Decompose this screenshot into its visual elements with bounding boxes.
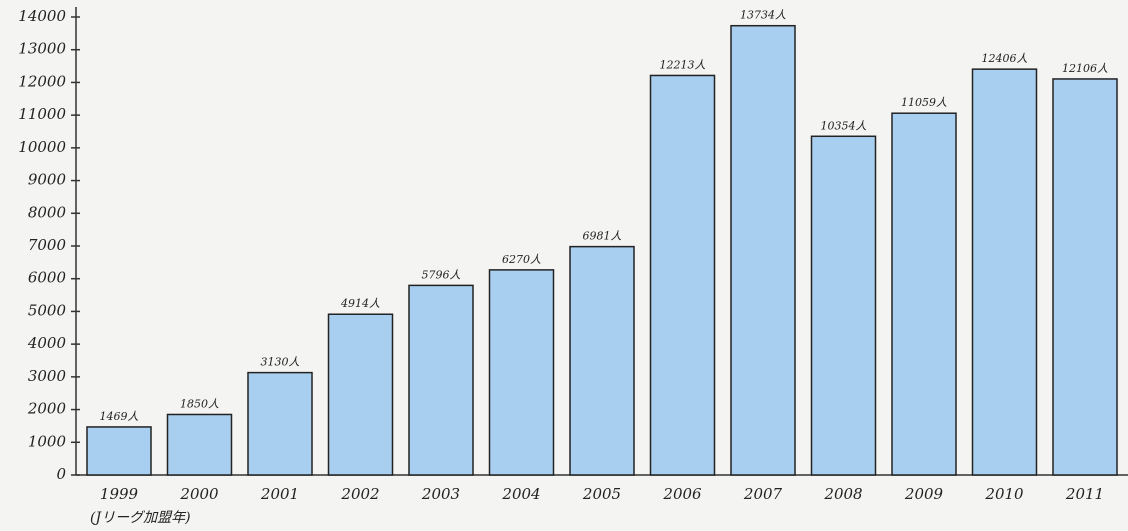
bar (488, 269, 555, 476)
y-tick-label: 14000 (18, 7, 66, 25)
x-tick-label: 2007 (743, 485, 783, 503)
x-tick-label: 2006 (662, 485, 702, 503)
x-tick-label: 2011 (1065, 485, 1104, 503)
value-label: 12106人 (1062, 62, 1108, 75)
value-label: 11059人 (901, 96, 947, 109)
y-tick-label: 10000 (18, 138, 66, 156)
value-label: 1469人 (100, 410, 139, 423)
value-label: 13734人 (740, 9, 786, 22)
x-tick-label: 2000 (179, 485, 219, 503)
y-tick-label: 0 (56, 465, 66, 483)
value-label: 6270人 (502, 253, 541, 266)
bar (971, 68, 1038, 476)
x-tick-label: 2005 (582, 485, 621, 503)
bar (810, 135, 877, 476)
y-tick-label: 12000 (18, 72, 66, 90)
x-tick-label: 1999 (100, 485, 139, 503)
value-label: 10354人 (821, 119, 867, 132)
y-tick-label: 11000 (18, 105, 66, 123)
bar (891, 112, 957, 476)
y-tick-label: 3000 (28, 367, 67, 385)
x-tick-label: 2003 (421, 485, 460, 503)
y-tick-label: 9000 (28, 171, 67, 189)
bar (1052, 78, 1118, 476)
bar (327, 313, 394, 476)
value-label: 3130人 (261, 356, 300, 369)
y-tick-label: 6000 (28, 269, 67, 287)
bar (408, 284, 474, 476)
bar (166, 413, 233, 476)
x-tick-label: 2010 (984, 485, 1024, 503)
x-tick-label: 2004 (501, 485, 540, 503)
x-tick-label: 2009 (904, 485, 944, 503)
x-tick-label: 2001 (260, 485, 299, 503)
annotation: (Jリーグ加盟年) (90, 510, 191, 526)
value-label: 5796人 (422, 268, 461, 281)
y-tick-label: 4000 (27, 334, 67, 352)
y-tick-label: 7000 (28, 236, 67, 254)
bar (569, 245, 635, 476)
bar (247, 371, 313, 476)
bar (86, 426, 152, 476)
y-tick-label: 13000 (18, 40, 66, 58)
x-tick-label: 2002 (340, 485, 379, 503)
y-tick-label: 1000 (28, 432, 67, 450)
y-tick-label: 8000 (28, 203, 67, 221)
value-label: 4914人 (340, 297, 380, 310)
value-label: 1850人 (180, 397, 219, 410)
value-label: 6981人 (583, 230, 622, 243)
value-label: 12213人 (660, 58, 706, 71)
y-tick-label: 2000 (27, 400, 67, 418)
bar (730, 24, 796, 476)
bar (649, 74, 716, 476)
value-label: 12406人 (982, 52, 1028, 65)
x-tick-label: 2008 (823, 485, 862, 503)
y-tick-label: 5000 (28, 301, 67, 319)
